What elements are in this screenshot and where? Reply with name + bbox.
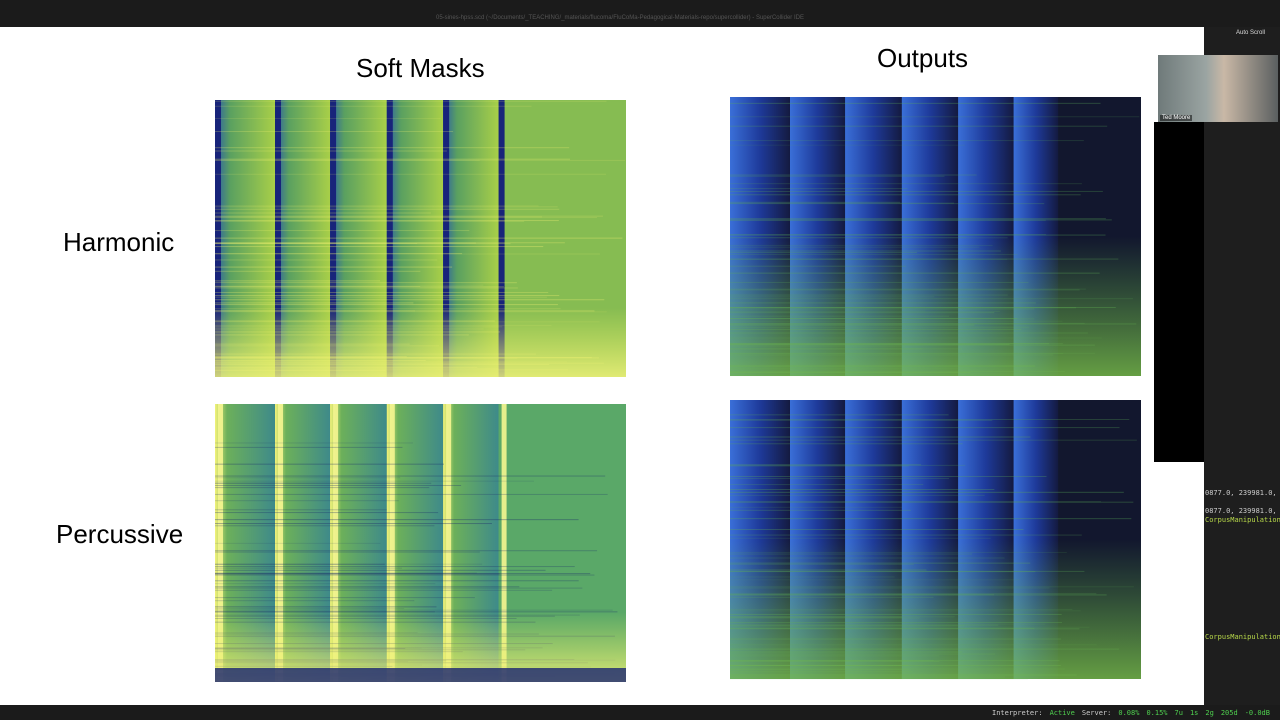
spectrogram-texture: [215, 404, 626, 682]
console-line: CorpusManipulation: [1205, 516, 1280, 524]
window-title: 05-sines-hpss.scd (~/Documents/_TEACHING…: [436, 15, 804, 21]
spectrogram-texture: [730, 400, 1141, 679]
console-line: 0877.0, 239981.0,: [1205, 507, 1277, 515]
console-line: CorpusManipulation: [1205, 633, 1280, 641]
spectrogram-texture: [730, 97, 1141, 376]
row-label: Percussive: [56, 519, 184, 549]
status-item: Active: [1049, 709, 1075, 717]
webcam-video: [1158, 55, 1278, 122]
mask-heading: Soft Masks: [356, 53, 485, 83]
status-bar: [0, 705, 1280, 720]
status-item: 0.08%: [1118, 709, 1140, 717]
output-heading: Outputs: [877, 43, 969, 73]
status-item: Server:: [1081, 709, 1112, 717]
status-items: Interpreter: Active Server: 0.08% 0.15% 7u 1s 2…: [992, 709, 1270, 717]
console-line: 0877.0, 239981.0,: [1205, 489, 1277, 497]
status-item: 7u: [1174, 709, 1183, 717]
spectrogram-texture: [215, 100, 626, 377]
participant-name: Ted Moore: [1160, 115, 1193, 121]
status-item: 0.15%: [1146, 709, 1168, 717]
row-label: Harmonic: [63, 227, 175, 257]
video-placeholder: [1154, 122, 1204, 462]
status-item: -0.0dB: [1244, 709, 1270, 717]
spectrogram-texture: [215, 668, 626, 682]
ide-side-panel: [1204, 27, 1280, 705]
auto-scroll-button[interactable]: Auto Scroll: [1236, 30, 1266, 36]
title-bar: [0, 0, 1280, 27]
status-item: 205d: [1220, 709, 1238, 717]
status-item: 1s: [1189, 709, 1199, 717]
status-item: 2g: [1205, 709, 1214, 717]
status-item: Interpreter:: [991, 709, 1043, 717]
